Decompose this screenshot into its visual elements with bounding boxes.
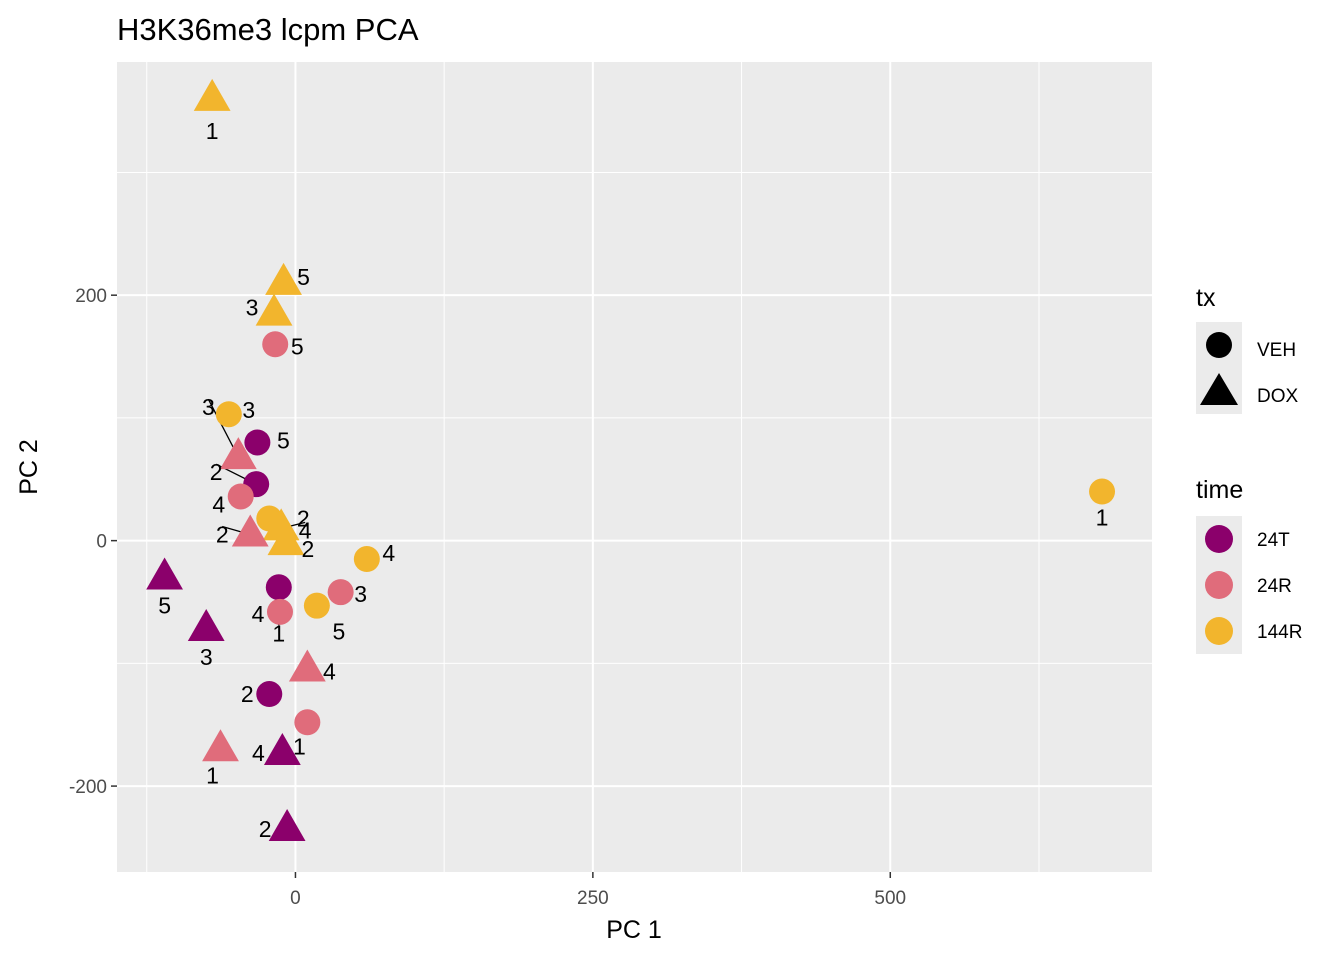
y-tick-label: -200	[69, 777, 107, 798]
legend-time-label-144r: 144R	[1257, 622, 1302, 643]
panel-background	[117, 62, 1152, 872]
point-label: 5	[332, 619, 345, 645]
point-dox-24t	[263, 732, 301, 765]
y-axis: -200 0 200	[69, 286, 117, 798]
legend-triangle-icon	[1200, 373, 1238, 405]
point-veh-144r	[303, 592, 330, 619]
point-dox-24r	[288, 649, 326, 682]
point-dox-144r	[193, 78, 231, 111]
point-label: 4	[299, 517, 312, 543]
minor-gridlines	[117, 62, 1152, 872]
point-label: 5	[158, 592, 171, 618]
point-label: 3	[242, 397, 255, 423]
y-tick-label: 0	[96, 532, 107, 553]
point-label: 1	[206, 762, 219, 788]
point-label: 2	[259, 816, 272, 842]
point-dox-24r	[202, 729, 239, 762]
point-veh-144r	[353, 546, 380, 573]
legend-swatch-24r	[1205, 571, 1233, 599]
x-axis: 0 250 500	[290, 872, 906, 909]
x-tick-label: 0	[290, 888, 301, 909]
point-dox-24t	[268, 809, 306, 842]
point-veh-24r	[294, 709, 321, 736]
point-label: 2	[241, 681, 254, 707]
point-label: 3	[202, 394, 215, 420]
point-label: 2	[210, 459, 223, 485]
point-label: 5	[291, 333, 304, 359]
point-dox-24t	[146, 557, 183, 590]
x-tick-label: 250	[577, 888, 609, 909]
point-veh-144r	[1089, 478, 1116, 505]
point-label: 4	[252, 740, 265, 766]
point-label: 4	[323, 659, 336, 685]
point-dox-24t	[187, 609, 225, 641]
point-veh-24r	[227, 483, 254, 510]
point-dox-24r	[231, 514, 269, 547]
point-veh-24t	[265, 574, 292, 601]
legend-tx-label-dox: DOX	[1257, 386, 1299, 407]
point-veh-24r	[266, 598, 293, 625]
point-label: 2	[216, 522, 229, 548]
point-veh-24r	[262, 331, 289, 358]
point-dox-24r	[219, 437, 257, 470]
point-label: 3	[200, 644, 213, 670]
legend-tx-label-veh: VEH	[1257, 340, 1296, 361]
point-label: 2	[297, 506, 310, 532]
x-tick-label: 500	[874, 888, 906, 909]
point-label: 4	[382, 540, 395, 566]
legend-swatch-24t	[1205, 525, 1233, 553]
point-label: 2	[302, 536, 315, 562]
point-dox-144r	[255, 293, 293, 326]
point-label: 1	[1096, 505, 1109, 531]
data-points	[146, 78, 1116, 842]
point-label: 4	[212, 491, 225, 517]
legend-swatch-144r	[1205, 617, 1233, 645]
legend-time-label-24t: 24T	[1257, 530, 1290, 551]
point-label: 1	[272, 620, 285, 646]
legend-tx: tx VEH DOX	[1196, 284, 1299, 414]
point-label: 4	[252, 601, 265, 627]
point-label: 1	[293, 733, 306, 759]
chart-title: H3K36me3 lcpm PCA	[117, 12, 419, 47]
legend-time: time 24T 24R 144R	[1196, 476, 1302, 654]
x-axis-title: PC 1	[606, 916, 662, 944]
legend-time-label-24r: 24R	[1257, 576, 1292, 597]
point-veh-24t	[244, 429, 271, 456]
point-veh-144r	[215, 401, 242, 428]
plot-panel	[117, 62, 1152, 872]
point-veh-24t	[256, 681, 283, 708]
point-label: 3	[246, 295, 259, 321]
point-label: 1	[206, 118, 219, 144]
point-dox-144r	[265, 262, 302, 295]
y-axis-title: PC 2	[15, 439, 43, 495]
point-label: 5	[277, 427, 290, 453]
point-veh-24r	[327, 579, 354, 606]
legend-circle-icon	[1206, 332, 1232, 358]
legend-tx-title: tx	[1196, 284, 1216, 312]
y-tick-label: 200	[75, 286, 107, 307]
point-dox-144r	[267, 523, 305, 556]
legend-time-title: time	[1196, 476, 1243, 504]
point-label: 5	[297, 264, 310, 290]
point-label: 3	[354, 581, 367, 607]
